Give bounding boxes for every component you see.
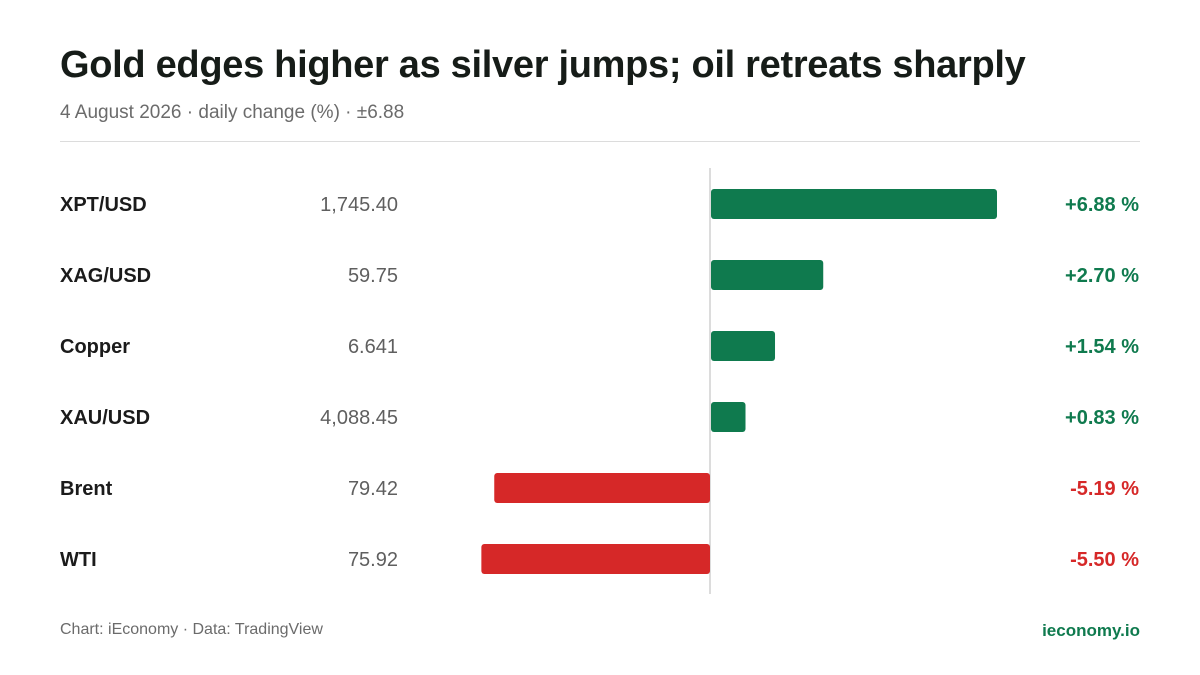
bar-xau-usd: [711, 402, 746, 432]
bar-copper: [711, 331, 776, 361]
row-label-wti: WTI: [60, 549, 97, 571]
chart-subtitle: 4 August 2026 · daily change (%) · ±6.88: [60, 102, 405, 123]
data-label-xag-usd: +2.70 %: [1065, 265, 1139, 287]
chart-title: Gold edges higher as silver jumps; oil r…: [60, 44, 1026, 86]
row-price-xau-usd: 4,088.45: [320, 407, 398, 429]
source-credit: Chart: iEconomy · Data: TradingView: [60, 621, 323, 638]
row-label-xau-usd: XAU/USD: [60, 407, 150, 429]
row-label-brent: Brent: [60, 478, 113, 500]
data-label-xau-usd: +0.83 %: [1065, 407, 1139, 429]
row-price-xag-usd: 59.75: [348, 265, 398, 287]
bar-xpt-usd: [711, 189, 997, 219]
row-price-brent: 79.42: [348, 478, 398, 500]
bar-wti: [481, 544, 710, 574]
row-price-wti: 75.92: [348, 549, 398, 571]
data-label-brent: -5.19 %: [1070, 478, 1139, 500]
header-divider: [60, 141, 1140, 142]
row-label-copper: Copper: [60, 336, 130, 358]
brand-link[interactable]: ieconomy.io: [1042, 621, 1140, 640]
row-price-copper: 6.641: [348, 336, 398, 358]
bar-brent: [494, 473, 710, 503]
data-label-wti: -5.50 %: [1070, 549, 1139, 571]
bar-xag-usd: [711, 260, 824, 290]
data-label-xpt-usd: +6.88 %: [1065, 194, 1139, 216]
row-price-xpt-usd: 1,745.40: [320, 194, 398, 216]
row-label-xpt-usd: XPT/USD: [60, 194, 147, 216]
data-label-copper: +1.54 %: [1065, 336, 1139, 358]
row-label-xag-usd: XAG/USD: [60, 265, 151, 287]
